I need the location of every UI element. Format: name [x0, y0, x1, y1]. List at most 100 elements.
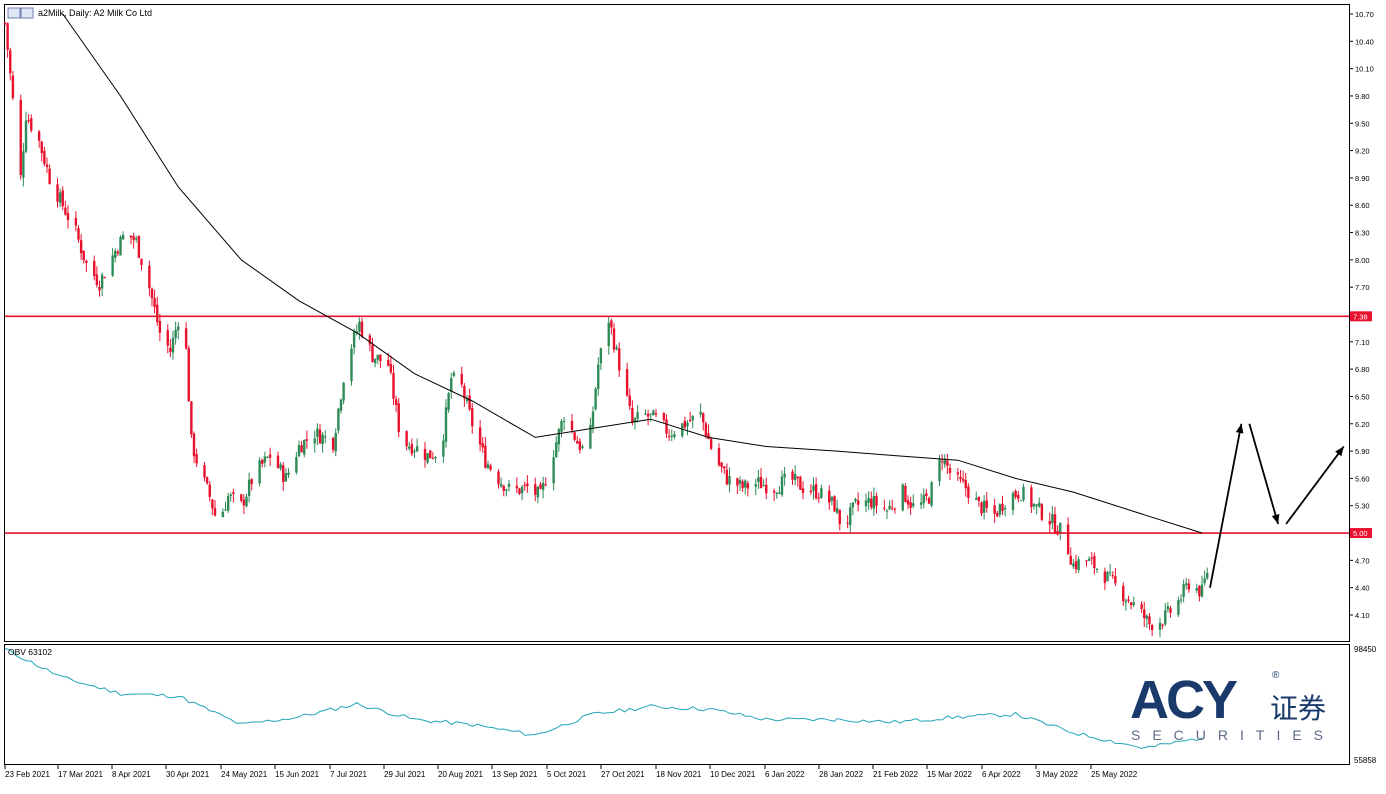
- candle-body: [1011, 493, 1015, 511]
- candle-body: [295, 457, 298, 473]
- candle-body: [1185, 583, 1188, 586]
- logo-brand: ACY: [1130, 670, 1238, 730]
- candle-body: [736, 478, 739, 486]
- candle-body: [79, 240, 83, 254]
- candle-body: [925, 493, 928, 497]
- candle-body: [1124, 600, 1128, 603]
- candle-body: [1095, 568, 1099, 570]
- candle-body: [263, 456, 267, 463]
- candle-body: [544, 484, 547, 486]
- candle-body: [1051, 514, 1054, 524]
- candle-body: [762, 485, 765, 487]
- y-tick-label: 5.60: [1355, 474, 1370, 483]
- candle-body: [1077, 559, 1080, 571]
- y-tick-label: 6.50: [1355, 392, 1370, 401]
- candle-body: [765, 484, 768, 494]
- candle-body: [691, 415, 694, 421]
- candle-body: [481, 443, 484, 448]
- candle-body: [591, 411, 595, 428]
- candle-body: [875, 495, 878, 506]
- candle-body: [526, 483, 529, 487]
- candle-body: [809, 490, 813, 493]
- candle-body: [927, 498, 931, 504]
- candle-body: [956, 472, 960, 475]
- candle-body: [599, 348, 603, 364]
- candle-body: [499, 483, 503, 487]
- x-tick-label: 8 Apr 2021: [112, 770, 151, 779]
- candle-body: [415, 446, 419, 452]
- candle-body: [1148, 616, 1151, 625]
- candle-body: [373, 358, 377, 364]
- candle-body: [615, 347, 618, 350]
- candle-body: [6, 23, 9, 50]
- candle-body: [872, 496, 876, 509]
- candle-body: [1195, 588, 1198, 591]
- candle-body: [497, 471, 500, 485]
- x-tick-label: 28 Jan 2022: [819, 770, 864, 779]
- candle-body: [397, 403, 400, 432]
- candle-body: [40, 141, 43, 154]
- candle-body: [856, 500, 860, 505]
- candle-body: [27, 120, 30, 122]
- candle-body: [985, 500, 988, 508]
- candle-body: [287, 472, 290, 476]
- x-tick-label: 27 Oct 2021: [601, 770, 645, 779]
- candle-body: [681, 423, 684, 437]
- candle-body: [135, 238, 138, 240]
- candle-body: [203, 465, 206, 478]
- obv-line: [4, 648, 1203, 750]
- candle-body: [838, 509, 841, 525]
- candle-body: [187, 348, 190, 402]
- x-tick-label: 7 Jul 2021: [330, 770, 367, 779]
- candle-body: [505, 489, 508, 491]
- obv-axis-bottom: 55858: [1354, 756, 1377, 765]
- candle-body: [478, 427, 482, 445]
- y-tick-label: 10.10: [1355, 65, 1374, 74]
- candle-body: [1106, 571, 1109, 582]
- candle-body: [318, 429, 322, 444]
- projection-segment: [1209, 423, 1243, 588]
- candle-body: [1158, 622, 1162, 630]
- candle-body: [709, 438, 713, 449]
- x-tick-label: 5 Oct 2021: [547, 770, 587, 779]
- candle-body: [350, 348, 353, 382]
- candle-body: [854, 499, 857, 502]
- candle-body: [266, 456, 269, 458]
- candle-body: [258, 460, 261, 484]
- candle-body: [9, 50, 12, 74]
- candle-body: [111, 255, 114, 276]
- x-tick-label: 29 Jul 2021: [384, 770, 426, 779]
- candle-body: [405, 431, 408, 447]
- obv-axis-top: 98450: [1354, 645, 1377, 654]
- candle-body: [581, 446, 584, 448]
- candle-body: [906, 500, 910, 505]
- candle-body: [1182, 584, 1185, 597]
- projection-segment: [1248, 423, 1279, 525]
- y-tick-label: 4.10: [1355, 611, 1370, 620]
- candle-body: [502, 485, 505, 491]
- candle-body: [959, 477, 962, 480]
- y-tick-label: 5.90: [1355, 447, 1370, 456]
- y-tick-label: 9.20: [1355, 147, 1370, 156]
- y-tick-label: 5.30: [1355, 502, 1370, 511]
- candle-body: [791, 471, 794, 480]
- candle-body: [796, 476, 799, 479]
- candle-body: [190, 401, 193, 435]
- candle-body: [644, 413, 647, 415]
- candle-body: [316, 428, 319, 437]
- candle-body: [1179, 599, 1183, 601]
- candle-body: [334, 432, 337, 452]
- candle-body: [738, 479, 742, 484]
- candle-body: [98, 287, 101, 291]
- candle-body: [833, 496, 836, 512]
- candle-body: [169, 347, 172, 352]
- candle-body: [699, 411, 702, 415]
- candle-body: [912, 503, 915, 507]
- candle-body: [331, 437, 335, 450]
- candle-body: [119, 236, 122, 256]
- candle-body: [576, 441, 579, 444]
- symbol-title[interactable]: a2Milk, Daily: A2 Milk Co Ltd: [7, 7, 152, 19]
- candle-body: [463, 385, 466, 399]
- candle-body: [245, 496, 248, 507]
